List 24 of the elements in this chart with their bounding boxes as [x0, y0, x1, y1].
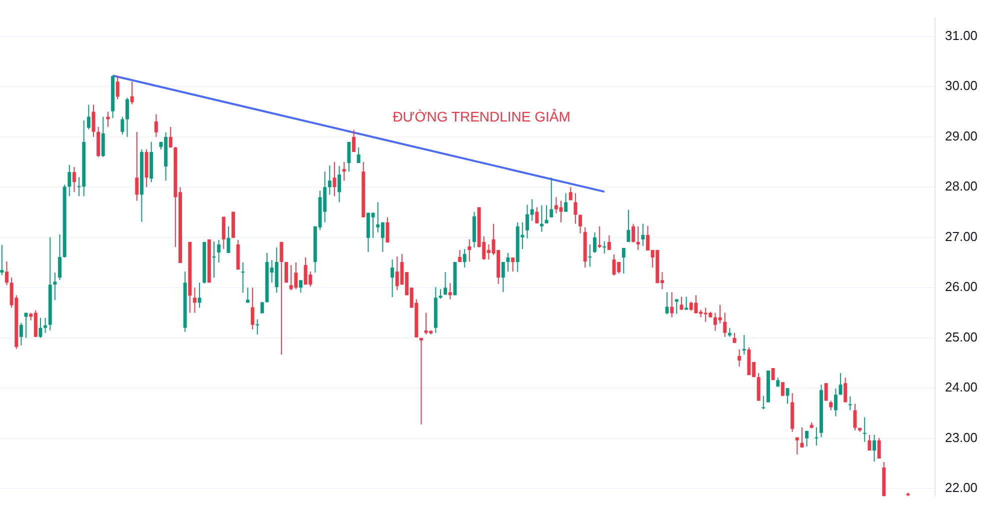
- y-tick-label: 27.00: [945, 228, 978, 244]
- y-tick-label: 22.00: [945, 480, 978, 496]
- candlestick: [419, 338, 423, 424]
- y-tick-label: 31.00: [945, 28, 978, 43]
- y-tick-label: 24.00: [945, 380, 978, 395]
- y-tick-label: 25.00: [945, 329, 978, 344]
- y-tick-label: 23.00: [945, 430, 978, 445]
- y-tick-label: 29.00: [945, 128, 978, 144]
- y-tick-label: 26.00: [945, 279, 978, 294]
- candlestick: [862, 417, 866, 442]
- candlestick: [814, 427, 818, 446]
- candlestick: [742, 334, 746, 354]
- candlestick: [256, 319, 260, 334]
- candlestick: [598, 226, 602, 248]
- candlestick: [241, 262, 245, 293]
- candlestick: [602, 241, 606, 254]
- candlestick: [0, 244, 4, 276]
- candlestick: [540, 205, 544, 232]
- candlestick: [848, 396, 852, 410]
- candlestick: [588, 244, 592, 267]
- candlestick: [762, 396, 766, 410]
- y-tick-label: 28.00: [945, 178, 978, 194]
- annotation: ĐƯỜNG TRENDLINE GIẢM: [392, 108, 570, 125]
- y-tick-label: 30.00: [945, 78, 978, 94]
